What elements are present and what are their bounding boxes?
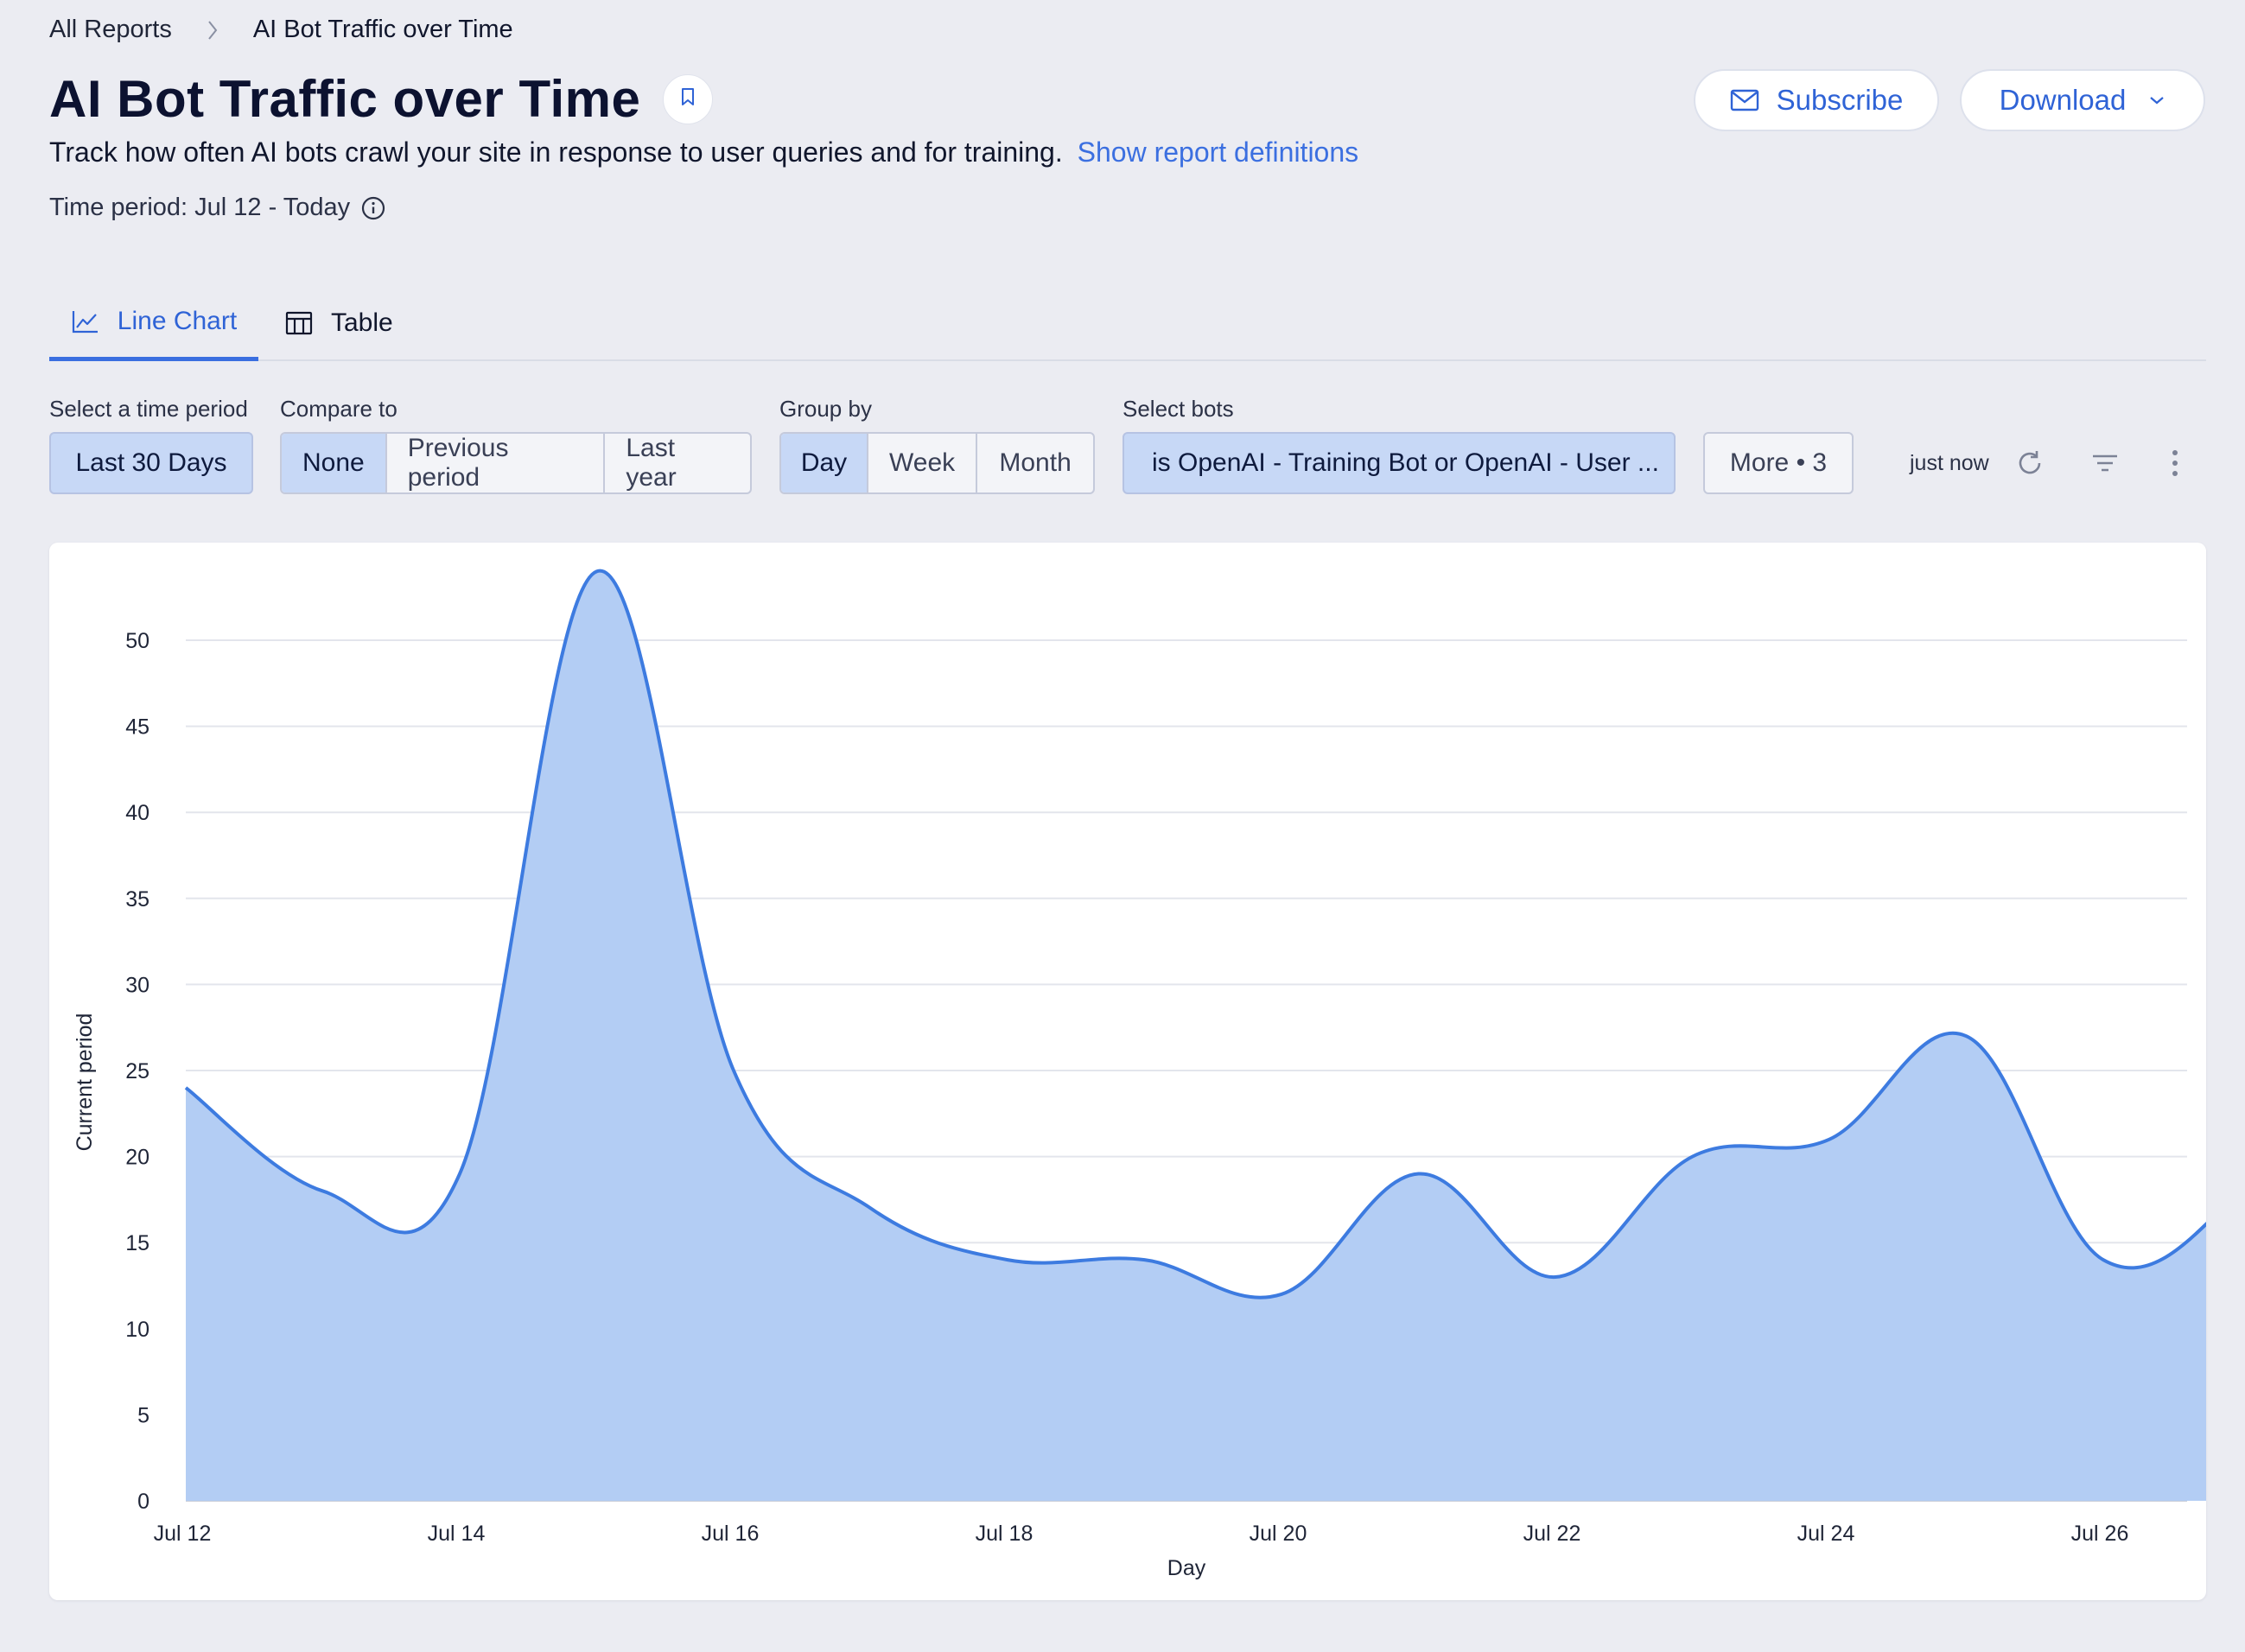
y-tick-label: 35: [125, 887, 149, 912]
select-bots-label: Select bots: [1122, 396, 1234, 422]
bookmark-icon: [679, 86, 696, 111]
breadcrumb-all-reports-link[interactable]: All Reports: [49, 16, 172, 43]
y-tick-label: 20: [125, 1146, 149, 1170]
y-tick-label: 0: [137, 1490, 149, 1514]
x-axis-title: Day: [1167, 1556, 1206, 1580]
show-report-definitions-link[interactable]: Show report definitions: [1077, 137, 1359, 168]
y-tick-label: 10: [125, 1318, 149, 1342]
y-tick-label: 15: [125, 1231, 149, 1255]
y-axis-title: Current period: [73, 1013, 97, 1152]
page-description: Track how often AI bots crawl your site …: [49, 137, 1358, 168]
more-options-icon[interactable]: [2158, 446, 2192, 480]
area-chart: 0 5 10 15 20 25 30 35 40 45 50 Jul 12 Jul 14 Jul 16 J…: [73, 569, 2206, 1580]
chart-area-fill: [186, 570, 2206, 1501]
x-tick-label: Jul 26: [2071, 1522, 2129, 1546]
group-by-label: Group by: [779, 396, 872, 422]
x-tick-label: Jul 24: [1797, 1522, 1855, 1546]
select-bots-dropdown[interactable]: is OpenAI - Training Bot or OpenAI - Use…: [1122, 432, 1676, 494]
table-icon: [284, 310, 314, 336]
filter-icon[interactable]: [2088, 446, 2122, 480]
y-tick-label: 25: [125, 1059, 149, 1083]
group-day-option[interactable]: Day: [781, 434, 868, 492]
more-filters-button[interactable]: More • 3: [1703, 432, 1854, 494]
y-tick-label: 40: [125, 801, 149, 825]
x-tick-label: Jul 14: [428, 1522, 486, 1546]
chart-series-line: [184, 569, 2206, 1299]
y-tick-label: 30: [125, 973, 149, 997]
x-tick-label: Jul 18: [976, 1522, 1033, 1546]
last-updated-text: just now: [1910, 451, 1989, 475]
chart-card: 0 5 10 15 20 25 30 35 40 45 50 Jul 12 Jul 14 Jul 16 J…: [49, 543, 2206, 1600]
download-label: Download: [1999, 84, 2127, 116]
chevron-right-icon: [207, 19, 219, 41]
download-button[interactable]: Download: [1960, 69, 2205, 131]
view-tabs: Line Chart Table: [49, 285, 2206, 361]
mail-icon: [1730, 88, 1759, 112]
breadcrumb: All Reports AI Bot Traffic over Time: [49, 16, 513, 44]
subscribe-label: Subscribe: [1776, 84, 1904, 116]
y-tick-label: 45: [125, 715, 149, 740]
time-period: Time period: Jul 12 - Today: [49, 194, 386, 222]
tab-table[interactable]: Table: [284, 285, 393, 361]
info-icon[interactable]: [360, 195, 386, 221]
description-text: Track how often AI bots crawl your site …: [49, 137, 1063, 168]
line-chart-icon: [71, 308, 100, 334]
tab-table-label: Table: [331, 308, 393, 337]
x-tick-label: Jul 20: [1250, 1522, 1307, 1546]
time-period-text: Time period: Jul 12 - Today: [49, 194, 351, 221]
subscribe-button[interactable]: Subscribe: [1694, 69, 1939, 131]
breadcrumb-current: AI Bot Traffic over Time: [252, 16, 513, 43]
compare-to-label: Compare to: [280, 396, 397, 422]
y-tick-label: 5: [137, 1403, 149, 1427]
compare-last-year-option[interactable]: Last year: [626, 434, 677, 492]
x-tick-label: Jul 22: [1523, 1522, 1581, 1546]
group-week-option[interactable]: Week: [868, 434, 978, 492]
compare-to-segmented: None Previous period Last year: [280, 432, 752, 494]
tab-line-chart-label: Line Chart: [117, 306, 238, 335]
compare-previous-period-option[interactable]: Previous period: [387, 434, 606, 492]
y-tick-label: 50: [125, 629, 149, 653]
refresh-icon[interactable]: [2013, 446, 2047, 480]
time-period-select[interactable]: Last 30 Days: [49, 432, 253, 494]
group-month-option[interactable]: Month: [999, 448, 1072, 477]
x-tick-label: Jul 16: [702, 1522, 760, 1546]
chevron-down-icon: [2148, 94, 2166, 106]
compare-none-option[interactable]: None: [282, 434, 387, 492]
page-title: AI Bot Traffic over Time: [49, 70, 641, 128]
tab-line-chart[interactable]: Line Chart: [49, 285, 258, 361]
bookmark-button[interactable]: [663, 73, 714, 124]
title-row: AI Bot Traffic over Time: [49, 69, 714, 129]
x-tick-label: Jul 12: [154, 1522, 212, 1546]
group-by-segmented: Day Week Month: [779, 432, 1095, 494]
time-period-filter-label: Select a time period: [49, 396, 248, 422]
